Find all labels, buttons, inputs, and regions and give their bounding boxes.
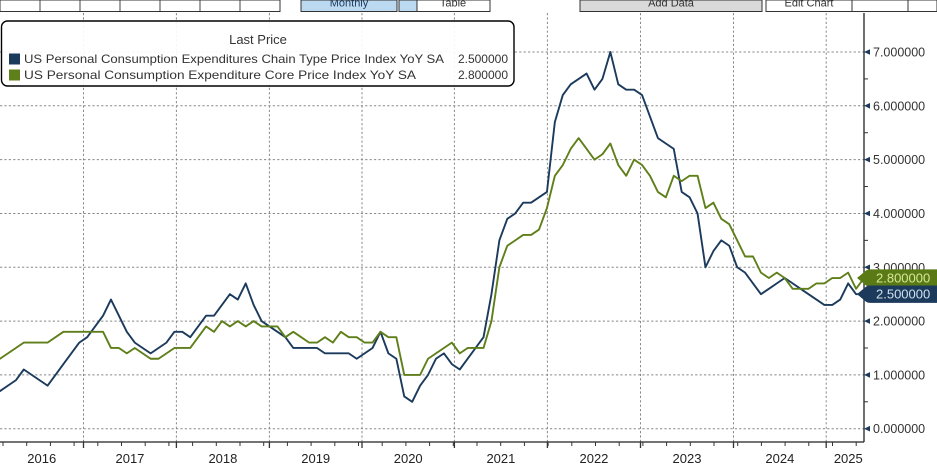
svg-text:2021: 2021 bbox=[486, 451, 515, 466]
svg-text:Edit Chart: Edit Chart bbox=[785, 0, 834, 10]
svg-text:6.000000: 6.000000 bbox=[873, 99, 925, 113]
svg-text:0.000000: 0.000000 bbox=[873, 422, 925, 436]
svg-text:2.800000: 2.800000 bbox=[876, 271, 930, 286]
svg-text:2017: 2017 bbox=[115, 451, 144, 466]
svg-text:4.000000: 4.000000 bbox=[873, 207, 925, 221]
svg-text:US Personal Consumption Expend: US Personal Consumption Expenditures Cha… bbox=[24, 52, 444, 66]
svg-text:2025: 2025 bbox=[834, 451, 863, 466]
svg-text:2016: 2016 bbox=[27, 451, 56, 466]
svg-text:Table: Table bbox=[440, 0, 466, 10]
svg-text:2.800000: 2.800000 bbox=[458, 68, 508, 82]
svg-text:Add Data: Add Data bbox=[648, 0, 695, 10]
svg-text:2.500000: 2.500000 bbox=[458, 52, 508, 66]
svg-text:2022: 2022 bbox=[579, 451, 608, 466]
svg-text:2023: 2023 bbox=[673, 451, 702, 466]
svg-text:US Personal Consumption Expend: US Personal Consumption Expenditure Core… bbox=[24, 68, 416, 82]
svg-text:5.000000: 5.000000 bbox=[873, 153, 925, 167]
svg-text:2020: 2020 bbox=[394, 451, 423, 466]
svg-text:Monthly: Monthly bbox=[330, 0, 369, 10]
svg-text:2.000000: 2.000000 bbox=[873, 315, 925, 329]
svg-text:2.500000: 2.500000 bbox=[876, 287, 930, 302]
svg-text:2019: 2019 bbox=[301, 451, 330, 466]
svg-text:2024: 2024 bbox=[765, 451, 794, 466]
svg-text:1.000000: 1.000000 bbox=[873, 368, 925, 382]
svg-text:Last Price: Last Price bbox=[229, 32, 287, 47]
svg-text:7.000000: 7.000000 bbox=[873, 46, 925, 60]
svg-text:2018: 2018 bbox=[208, 451, 237, 466]
